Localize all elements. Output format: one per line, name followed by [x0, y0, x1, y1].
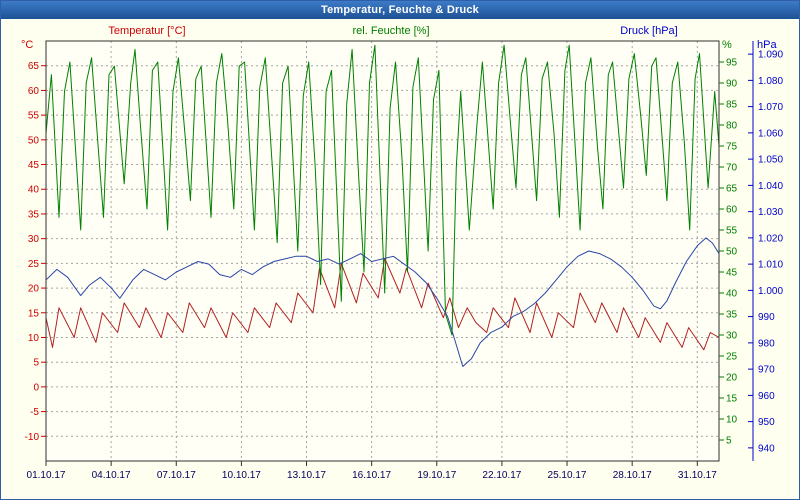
humidity-tick-label: 10: [726, 415, 738, 426]
temp-tick-label: 25: [28, 259, 40, 270]
pressure-tick-label: 990: [758, 312, 775, 323]
date-tick-label: 22.10.17: [482, 470, 521, 481]
humidity-tick-label: 85: [726, 100, 738, 111]
pressure-tick-label: 1.070: [758, 102, 783, 113]
temp-tick-label: 40: [28, 185, 40, 196]
humidity-tick-label: 50: [726, 247, 738, 258]
pressure-tick-label: 1.000: [758, 286, 783, 297]
feuchte-line: [46, 44, 719, 336]
humidity-axis-unit: %: [722, 39, 732, 51]
humidity-tick-label: 5: [726, 436, 732, 447]
temp-tick-label: 35: [28, 209, 40, 220]
plot-area: [46, 41, 719, 461]
pressure-tick-label: 960: [758, 391, 775, 402]
date-tick-label: 10.10.17: [222, 470, 261, 481]
pressure-tick-label: 950: [758, 417, 775, 428]
humidity-tick-label: 30: [726, 331, 738, 342]
temp-tick-label: 20: [28, 284, 40, 295]
pressure-tick-label: 940: [758, 443, 775, 454]
legend-pressure: Druck [hPa]: [620, 25, 678, 37]
pressure-tick-label: 1.020: [758, 233, 783, 244]
pressure-axis-unit: hPa: [757, 39, 777, 51]
pressure-tick-label: 980: [758, 338, 775, 349]
temp-tick-label: 0: [33, 382, 39, 393]
pressure-tick-label: 1.040: [758, 181, 783, 192]
temp-tick-label: -5: [30, 407, 39, 418]
temp-tick-label: 50: [28, 135, 40, 146]
temp-tick-label: 60: [28, 86, 40, 97]
date-tick-label: 07.10.17: [157, 470, 196, 481]
temp-tick-label: 5: [33, 358, 39, 369]
humidity-tick-label: 55: [726, 226, 738, 237]
date-tick-label: 13.10.17: [287, 470, 326, 481]
date-tick-label: 04.10.17: [92, 470, 131, 481]
humidity-tick-label: 20: [726, 373, 738, 384]
temp-tick-label: 10: [28, 333, 40, 344]
date-tick-label: 16.10.17: [352, 470, 391, 481]
date-tick-label: 31.10.17: [678, 470, 717, 481]
pressure-tick-label: 1.080: [758, 76, 783, 87]
date-tick-label: 19.10.17: [417, 470, 456, 481]
humidity-tick-label: 75: [726, 142, 738, 153]
humidity-tick-label: 15: [726, 394, 738, 405]
legend-humidity: rel. Feuchte [%]: [352, 25, 430, 37]
series-group: [46, 44, 719, 367]
temp-tick-label: 55: [28, 111, 40, 122]
temp-tick-label: 30: [28, 234, 40, 245]
pressure-tick-label: 1.090: [758, 50, 783, 61]
title-bar: Temperatur, Feuchte & Druck: [1, 1, 799, 19]
humidity-tick-label: 80: [726, 121, 738, 132]
pressure-tick-label: 970: [758, 365, 775, 376]
druck-line: [46, 237, 719, 367]
pressure-tick-label: 1.050: [758, 155, 783, 166]
humidity-tick-label: 25: [726, 352, 738, 363]
temperature-axis-unit: °C: [21, 39, 34, 51]
temp-tick-label: 65: [28, 61, 40, 72]
date-tick-label: 25.10.17: [548, 470, 587, 481]
temp-tick-label: 45: [28, 160, 40, 171]
pressure-tick-label: 1.060: [758, 128, 783, 139]
date-tick-label: 01.10.17: [27, 470, 66, 481]
humidity-tick-label: 70: [726, 163, 738, 174]
window-title: Temperatur, Feuchte & Druck: [320, 4, 479, 16]
humidity-tick-label: 60: [726, 205, 738, 216]
humidity-tick-label: 45: [726, 268, 738, 279]
pressure-tick-label: 1.030: [758, 207, 783, 218]
date-tick-label: 28.10.17: [613, 470, 652, 481]
pressure-tick-label: 1.010: [758, 260, 783, 271]
humidity-tick-label: 65: [726, 184, 738, 195]
humidity-tick-label: 95: [726, 58, 738, 69]
humidity-tick-label: 35: [726, 310, 738, 321]
legend-temperature: Temperatur [°C]: [108, 25, 186, 37]
humidity-tick-label: 90: [726, 79, 738, 90]
humidity-tick-label: 40: [726, 289, 738, 300]
temp-tick-label: 15: [28, 308, 40, 319]
temp-tick-label: -10: [25, 432, 40, 443]
